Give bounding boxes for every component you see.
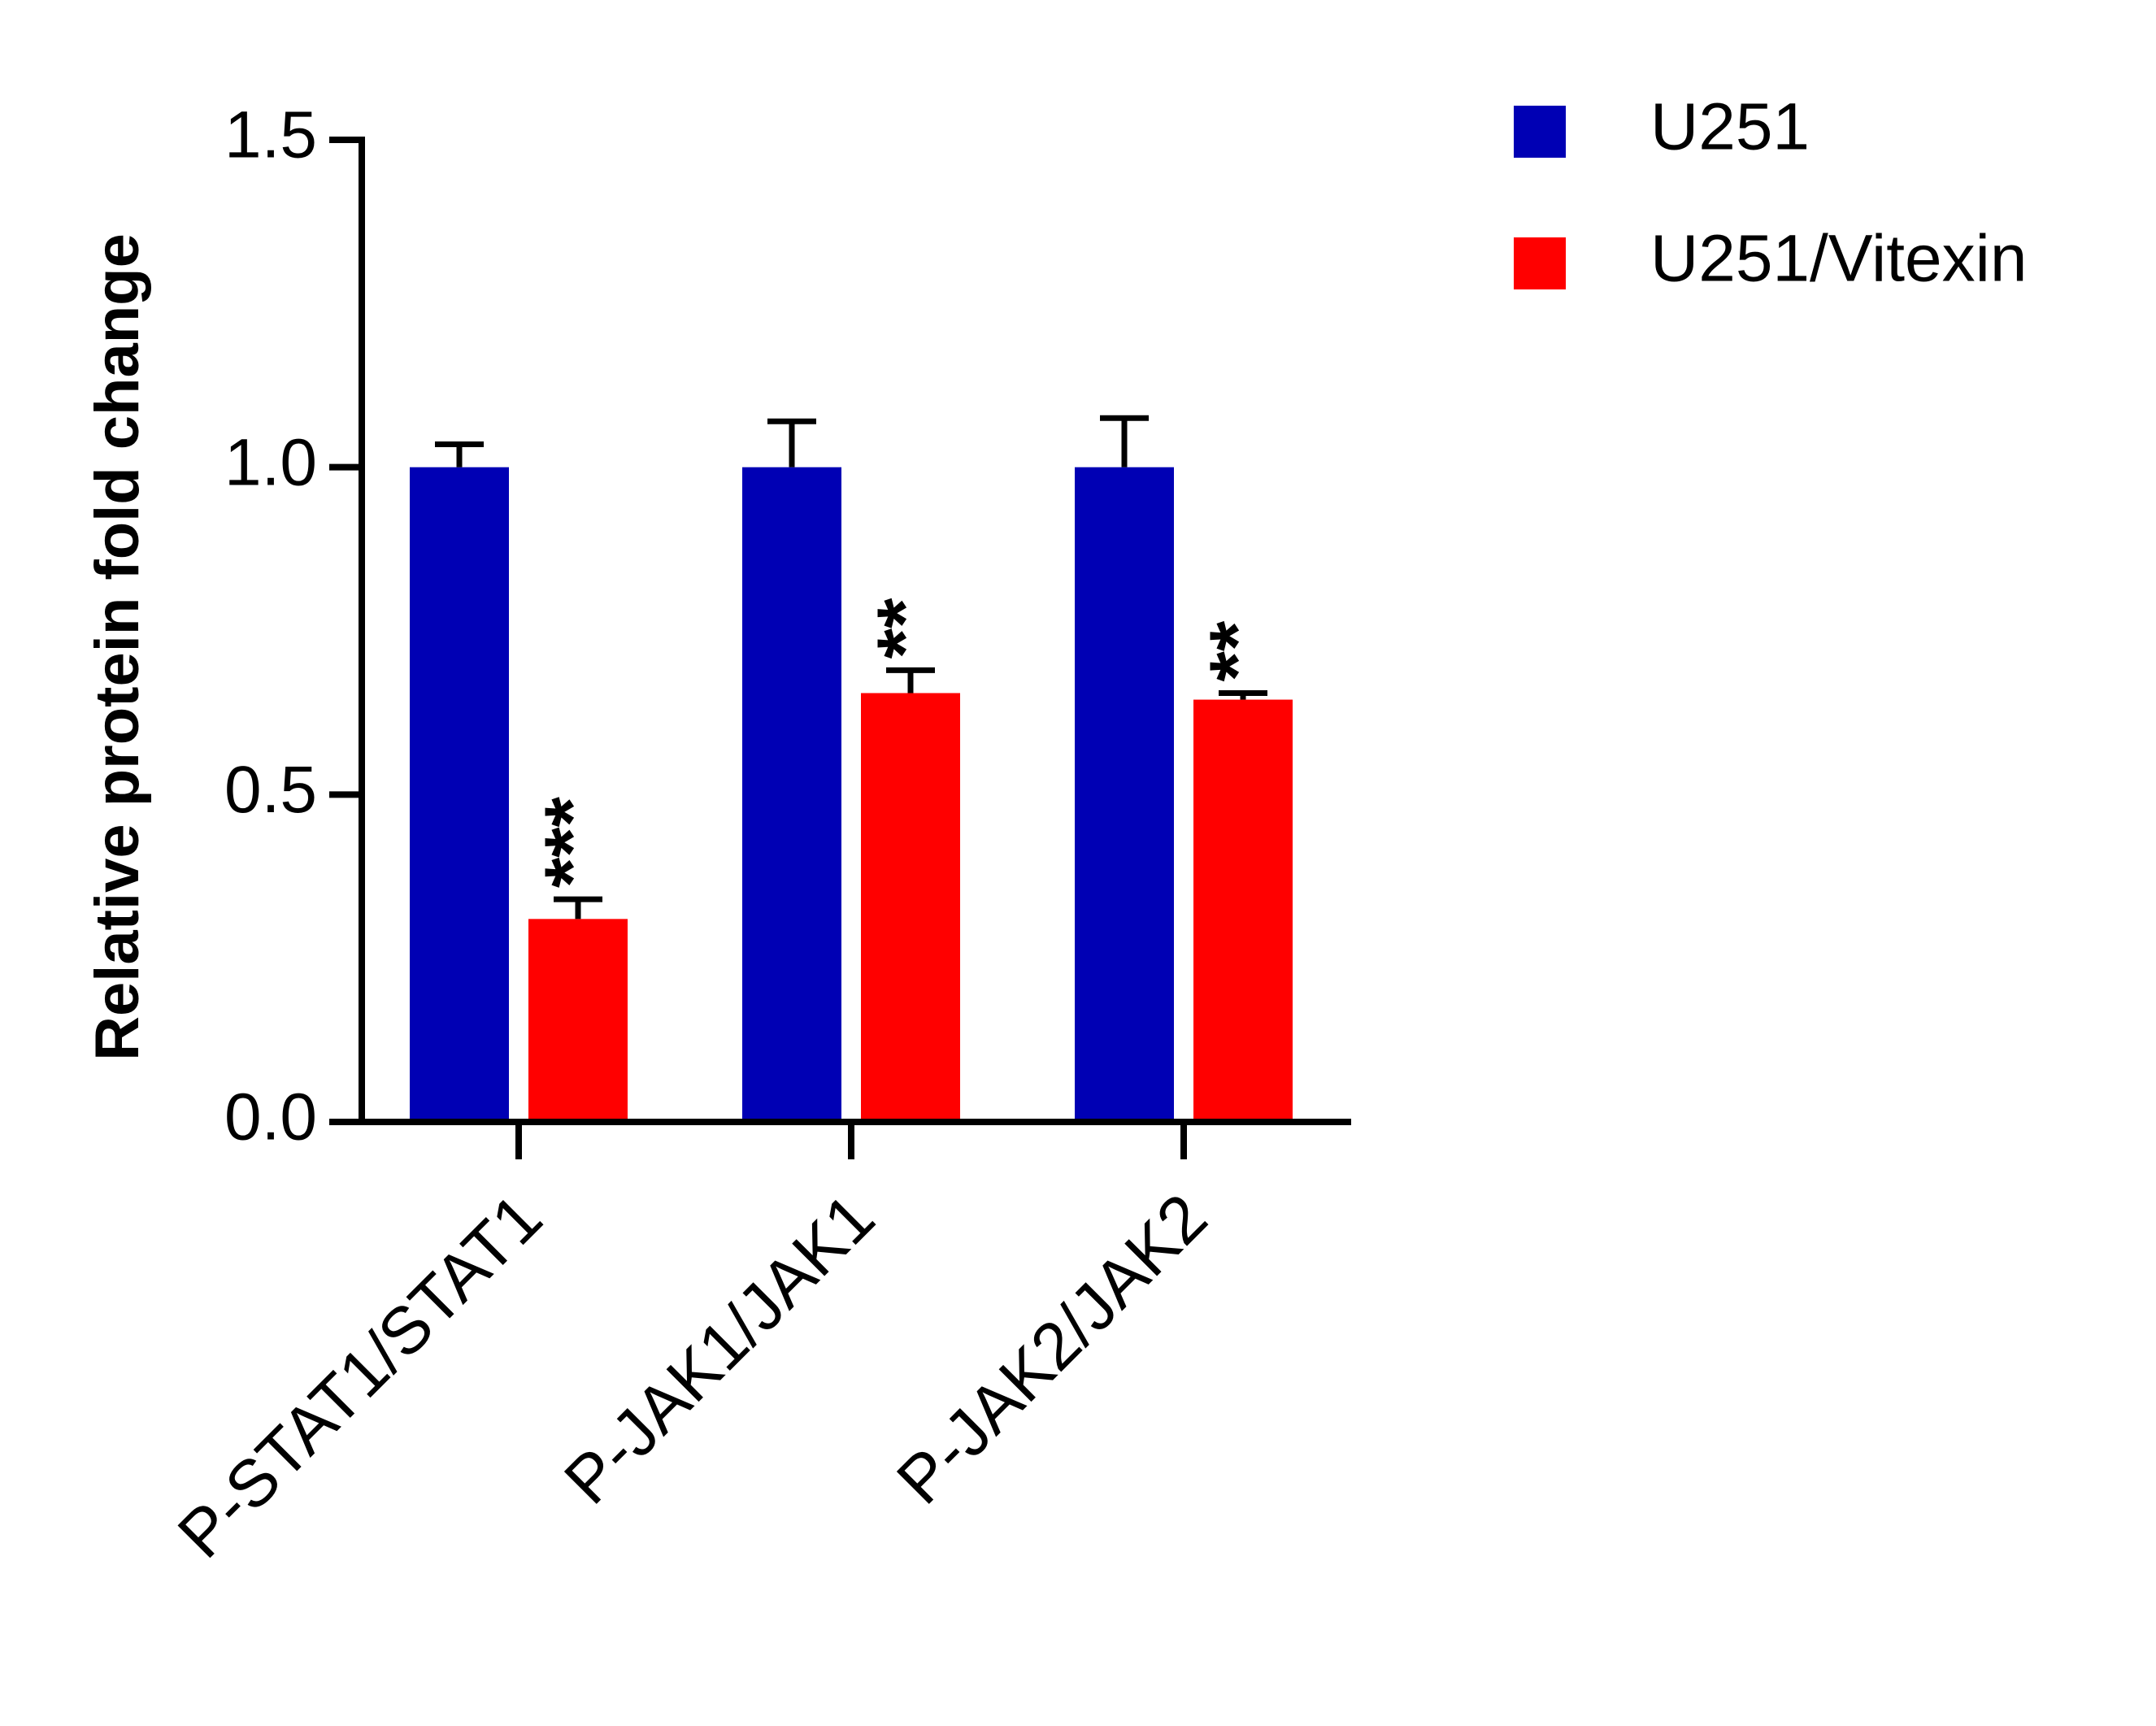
y-tick-label: 0.5 <box>224 753 317 827</box>
legend-swatch-2 <box>1514 237 1566 289</box>
error-bar-u251-vitexin-1 <box>554 896 602 920</box>
x-tick-label-2: P-JAK1/JAK1 <box>550 1180 889 1519</box>
bars-layer <box>410 467 1293 1122</box>
bar-u251-vitexin-1 <box>528 919 628 1122</box>
legend-swatch-1 <box>1514 106 1566 158</box>
significance-annotations: ***** ** <box>528 598 1280 888</box>
legend: U251 U251/Vitexin <box>1514 90 2027 296</box>
bar-u251-3 <box>1075 467 1174 1122</box>
legend-label-2: U251/Vitexin <box>1650 222 2027 296</box>
bar-u251-1 <box>410 467 509 1122</box>
y-tick-label: 1.0 <box>224 425 317 499</box>
legend-label-1: U251 <box>1650 90 1810 164</box>
y-tick-label: 1.5 <box>224 98 317 172</box>
y-tick-label: 0.0 <box>224 1080 317 1154</box>
bar-u251-vitexin-3 <box>1193 699 1293 1122</box>
significance-label-1: *** <box>528 796 615 888</box>
error-bar-u251-1 <box>435 441 484 467</box>
significance-label-3: ** <box>1193 620 1280 681</box>
bar-u251-2 <box>742 467 841 1122</box>
error-bar-u251-vitexin-3 <box>1219 690 1267 700</box>
y-axis-ticks: 0.0 0.5 1.0 1.5 <box>224 98 362 1154</box>
error-bar-u251-2 <box>767 418 816 467</box>
bar-u251-vitexin-2 <box>861 693 960 1122</box>
error-bar-u251-3 <box>1100 415 1149 467</box>
error-bar-u251-vitexin-2 <box>886 667 935 693</box>
x-tick-label-1: P-STAT1/STAT1 <box>164 1180 556 1572</box>
y-axis-label: Relative protein fold change <box>83 233 152 1061</box>
error-bars-layer <box>435 415 1267 920</box>
significance-label-2: ** <box>861 598 948 659</box>
x-tick-label-3: P-JAK2/JAK2 <box>883 1180 1221 1519</box>
